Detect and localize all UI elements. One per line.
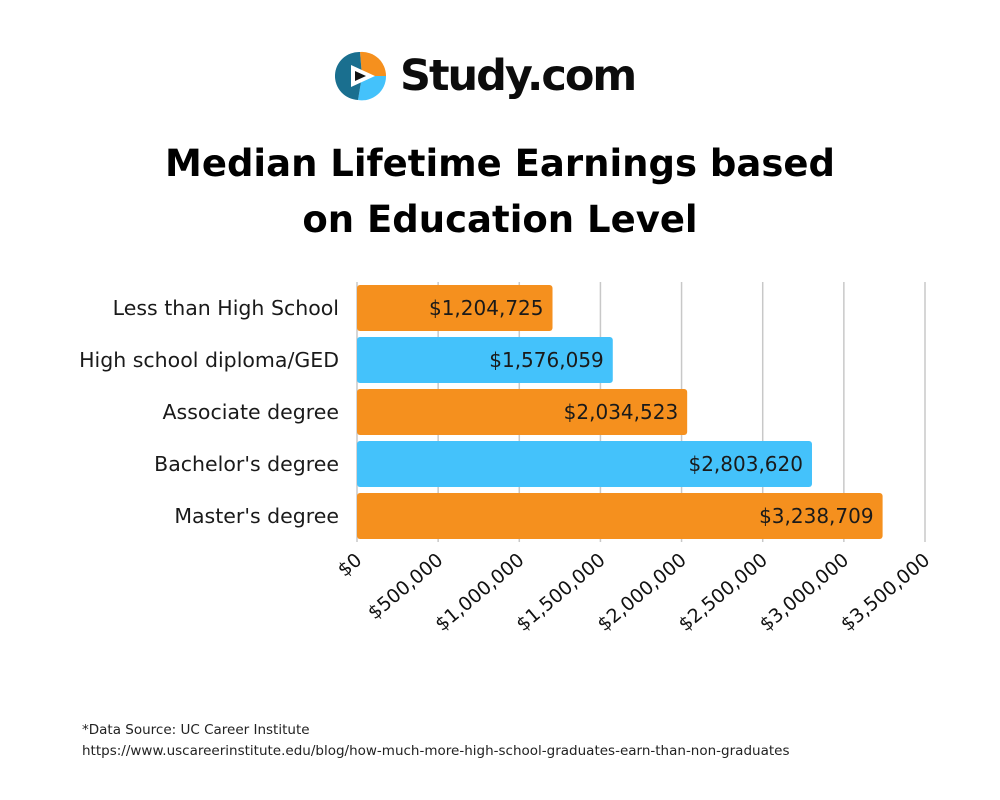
x-tick-label: $500,000 — [364, 549, 448, 624]
brand-name: Study.com — [400, 51, 637, 101]
category-label: Less than High School — [113, 296, 339, 320]
bar — [357, 493, 883, 539]
category-label: Master's degree — [174, 504, 339, 528]
study-logo-icon — [334, 51, 387, 101]
x-tick-label: $3,500,000 — [837, 549, 934, 636]
x-tick-label: $2,500,000 — [674, 549, 771, 636]
chart-title-line-1: Median Lifetime Earnings based — [165, 142, 835, 185]
bar-value-label: $2,803,620 — [688, 452, 803, 476]
bar-value-label: $2,034,523 — [564, 400, 679, 424]
category-labels: Less than High School High school diploma… — [79, 296, 339, 528]
bar — [357, 389, 688, 435]
bar-value-label: $3,238,709 — [759, 504, 874, 528]
x-tick-label: $2,000,000 — [593, 549, 690, 636]
category-label: Bachelor's degree — [154, 452, 339, 476]
brand-logo: Study.com — [0, 44, 1000, 108]
x-tick-label: $0 — [334, 549, 367, 581]
bar — [357, 337, 613, 383]
x-tick-label: $1,000,000 — [431, 549, 528, 636]
footer: *Data Source: UC Career Institute https:… — [82, 720, 789, 762]
chart-title: Median Lifetime Earnings based on Educat… — [0, 136, 1000, 248]
bar-chart: $1,204,725 $1,576,059 $2,034,523 $2,803,620… — [79, 282, 935, 636]
bar — [357, 285, 553, 331]
bar — [357, 441, 812, 487]
bar-value-label: $1,576,059 — [489, 348, 604, 372]
category-label: High school diploma/GED — [79, 348, 339, 372]
category-label: Associate degree — [163, 400, 339, 424]
x-tick-label: $1,500,000 — [512, 549, 609, 636]
chart-title-line-2: on Education Level — [302, 198, 698, 241]
x-tick-labels: $0$500,000$1,000,000$1,500,000$2,000,000… — [334, 549, 935, 636]
source-url[interactable]: https://www.uscareerinstitute.edu/blog/h… — [82, 743, 790, 759]
data-source-note: *Data Source: UC Career Institute — [82, 722, 310, 738]
bars: $1,204,725 $1,576,059 $2,034,523 $2,803,620… — [357, 285, 883, 539]
x-tick-label: $3,000,000 — [756, 549, 853, 636]
bar-value-label: $1,204,725 — [429, 296, 544, 320]
